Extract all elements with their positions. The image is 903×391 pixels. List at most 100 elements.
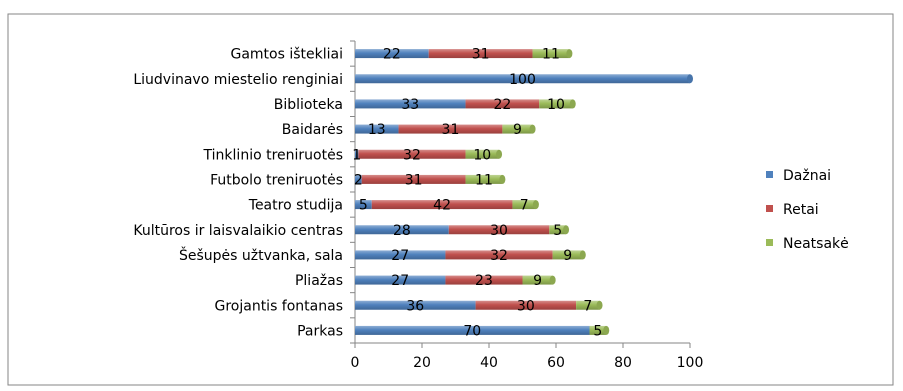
bar-end-cap — [496, 149, 503, 159]
bar-Retai — [448, 225, 550, 235]
data-label: 5 — [359, 198, 368, 214]
bar-end-cap — [549, 275, 556, 285]
data-label: 27 — [391, 273, 409, 289]
bar-Retai — [465, 99, 540, 109]
legend-label: Retai — [783, 202, 819, 218]
bar-Neatsakė — [539, 99, 573, 109]
data-label: 11 — [475, 172, 493, 188]
data-label: 9 — [563, 248, 572, 264]
legend-label: Dažnai — [783, 168, 831, 184]
bar-Retai — [371, 200, 513, 210]
category-label: Grojantis fontanas — [214, 298, 343, 314]
bar-end-cap — [569, 99, 576, 109]
data-label: 27 — [391, 248, 409, 264]
data-label: 1 — [352, 147, 361, 163]
x-tick-label: 40 — [480, 355, 498, 371]
bar-Neatsakė — [465, 149, 500, 159]
bar-Neatsakė — [576, 300, 600, 310]
category-label: Baidarės — [282, 122, 343, 138]
bar-end-cap — [579, 250, 586, 260]
data-label: 13 — [368, 122, 386, 138]
bar-Dažnai — [355, 49, 429, 59]
bar-Neatsakė — [552, 250, 583, 260]
data-label: 32 — [490, 248, 508, 264]
x-tick-label: 0 — [351, 355, 360, 371]
bar-Retai — [358, 149, 466, 159]
bar-Dažnai — [355, 149, 359, 159]
bar-Dažnai — [355, 225, 449, 235]
data-label: 28 — [393, 223, 411, 239]
bar-Neatsakė — [589, 325, 607, 335]
data-label: 36 — [406, 298, 424, 314]
category-label: Liudvinavo miestelio renginiai — [133, 72, 343, 88]
data-label: 100 — [509, 72, 536, 88]
category-label: Pliažas — [295, 273, 343, 289]
bar-Retai — [398, 124, 503, 134]
data-label: 7 — [583, 298, 592, 314]
category-label: Kultūros ir laisvalaikio centras — [133, 223, 343, 239]
bar-Neatsakė — [549, 225, 567, 235]
bar-Dažnai — [355, 275, 446, 285]
data-label: 2 — [354, 172, 363, 188]
data-label: 70 — [463, 323, 481, 339]
x-tick-label: 20 — [413, 355, 431, 371]
bar-end-cap — [499, 174, 506, 184]
x-tick-label: 80 — [614, 355, 632, 371]
bar-Dažnai — [355, 300, 476, 310]
bar-Dažnai — [355, 99, 466, 109]
x-tick-label: 60 — [547, 355, 565, 371]
data-label: 9 — [513, 122, 522, 138]
data-label: 5 — [553, 223, 562, 239]
bar-Retai — [361, 174, 466, 184]
bar-end-cap — [529, 124, 536, 134]
data-label: 22 — [383, 47, 401, 63]
category-label: Futbolo treniruotės — [210, 172, 343, 188]
data-label: 31 — [472, 47, 490, 63]
data-label: 10 — [473, 147, 491, 163]
category-label: Tinklinio treniruotės — [203, 147, 343, 163]
bar-Retai — [445, 250, 553, 260]
bar-end-cap — [566, 49, 573, 59]
bar-Neatsakė — [512, 200, 536, 210]
bar-Dažnai — [355, 200, 372, 210]
bar-Neatsakė — [465, 174, 503, 184]
legend-swatch — [766, 171, 773, 178]
legend-swatch — [766, 205, 773, 212]
data-label: 7 — [520, 198, 529, 214]
bar-Dažnai — [355, 325, 590, 335]
bar-Retai — [445, 275, 523, 285]
data-label: 30 — [517, 298, 535, 314]
data-label: 5 — [593, 323, 602, 339]
bar-end-cap — [596, 300, 603, 310]
bar-Retai — [428, 49, 533, 59]
category-label: Teatro studija — [248, 198, 343, 214]
data-label: 31 — [405, 172, 423, 188]
data-label: 30 — [490, 223, 508, 239]
data-label: 23 — [475, 273, 493, 289]
category-label: Biblioteka — [274, 97, 343, 113]
data-label: 31 — [442, 122, 460, 138]
data-label: 10 — [547, 97, 565, 113]
bar-Dažnai — [355, 174, 362, 184]
legend-swatch — [766, 239, 773, 246]
bar-Dažnai — [355, 250, 446, 260]
x-tick-label: 100 — [677, 355, 704, 371]
legend-label: Neatsakė — [783, 236, 849, 252]
data-label: 42 — [433, 198, 451, 214]
bar-end-cap — [603, 325, 610, 335]
data-label: 11 — [542, 47, 560, 63]
category-label: Parkas — [297, 323, 343, 339]
bar-Neatsakė — [522, 275, 553, 285]
category-label: Gamtos ištekliai — [230, 47, 343, 63]
bar-Dažnai — [355, 74, 690, 84]
bar-Neatsakė — [502, 124, 533, 134]
bar-Neatsakė — [532, 49, 570, 59]
category-label: Šešupės užtvanka, sala — [179, 246, 343, 264]
bar-Retai — [475, 300, 577, 310]
data-label: 33 — [401, 97, 419, 113]
bar-end-cap — [563, 225, 570, 235]
bar-end-cap — [532, 200, 539, 210]
data-label: 32 — [403, 147, 421, 163]
